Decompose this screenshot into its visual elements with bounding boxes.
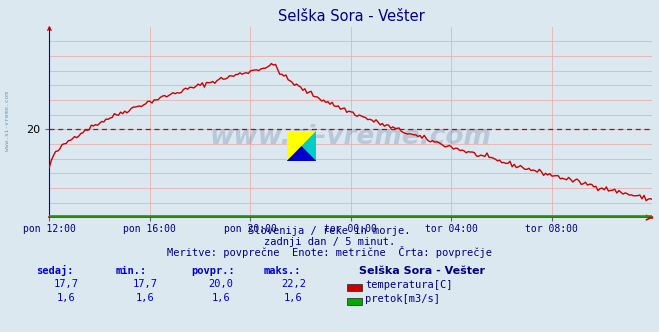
Text: 17,7: 17,7 bbox=[53, 279, 78, 289]
Text: www.si-vreme.com: www.si-vreme.com bbox=[5, 91, 11, 151]
Text: 22,2: 22,2 bbox=[281, 279, 306, 289]
Title: Selška Sora - Vešter: Selška Sora - Vešter bbox=[277, 9, 424, 24]
Text: sedaj:: sedaj: bbox=[36, 265, 74, 276]
Polygon shape bbox=[287, 146, 316, 161]
Text: Selška Sora - Vešter: Selška Sora - Vešter bbox=[359, 266, 485, 276]
Text: 1,6: 1,6 bbox=[212, 293, 230, 303]
Text: povpr.:: povpr.: bbox=[191, 266, 235, 276]
Text: 17,7: 17,7 bbox=[132, 279, 158, 289]
Text: 1,6: 1,6 bbox=[284, 293, 302, 303]
Text: Slovenija / reke in morje.: Slovenija / reke in morje. bbox=[248, 226, 411, 236]
Text: min.:: min.: bbox=[115, 266, 146, 276]
Text: 1,6: 1,6 bbox=[136, 293, 154, 303]
Text: Meritve: povprečne  Enote: metrične  Črta: povprečje: Meritve: povprečne Enote: metrične Črta:… bbox=[167, 246, 492, 258]
Text: pretok[m3/s]: pretok[m3/s] bbox=[365, 294, 440, 304]
Text: 1,6: 1,6 bbox=[57, 293, 75, 303]
Text: temperatura[C]: temperatura[C] bbox=[365, 280, 453, 290]
Text: www.si-vreme.com: www.si-vreme.com bbox=[210, 124, 492, 150]
Polygon shape bbox=[287, 131, 316, 161]
Text: zadnji dan / 5 minut.: zadnji dan / 5 minut. bbox=[264, 237, 395, 247]
Text: maks.:: maks.: bbox=[264, 266, 301, 276]
Text: 20,0: 20,0 bbox=[208, 279, 233, 289]
